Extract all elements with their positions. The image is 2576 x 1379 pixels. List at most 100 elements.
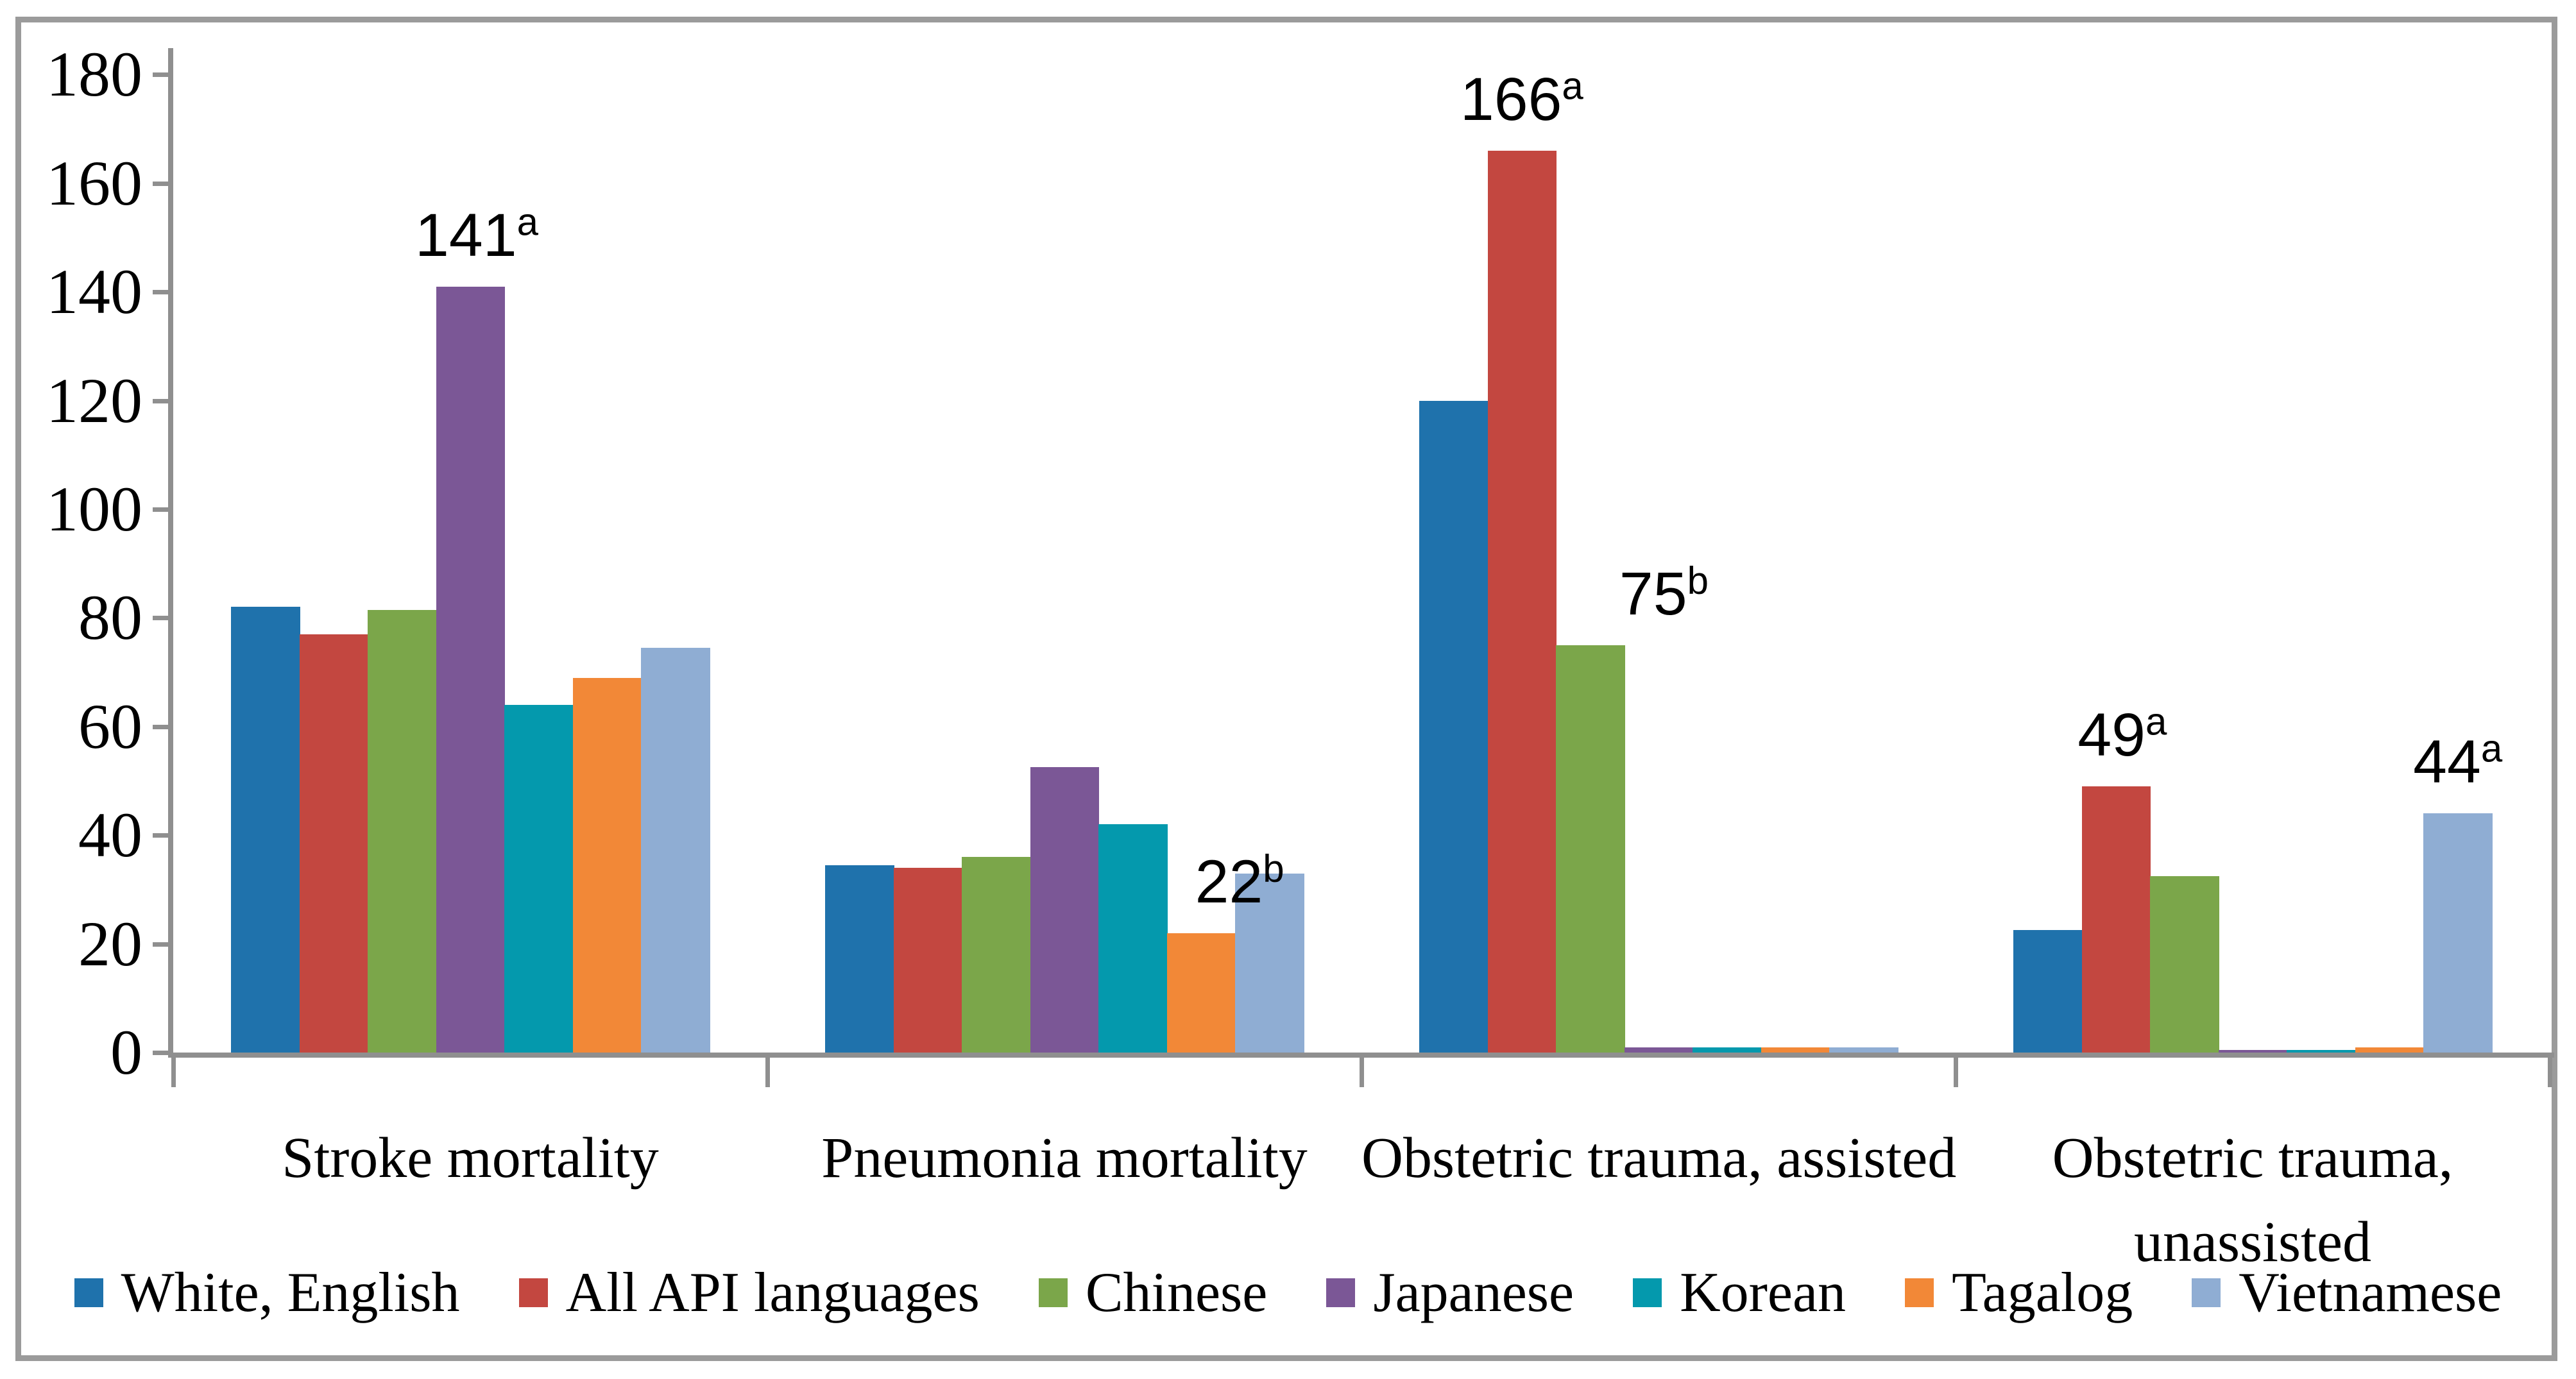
y-axis-tick-80 <box>153 616 173 621</box>
bar-chinese-obstetric-trauma-assisted <box>1556 645 1625 1053</box>
x-axis-boundary-tick-2 <box>1360 1055 1364 1087</box>
y-axis-tick-label-80: 80 <box>78 582 142 654</box>
data-label-superscript: b <box>1687 559 1709 602</box>
data-label-value: 141 <box>415 201 517 269</box>
legend-item-white-english: White, English <box>74 1260 460 1325</box>
y-axis-tick-180 <box>153 72 173 78</box>
legend-item-vietnamese: Vietnamese <box>2192 1260 2502 1325</box>
legend-label-vietnamese: Vietnamese <box>2239 1261 2502 1324</box>
data-label-superscript: a <box>2480 727 2503 770</box>
legend-item-tagalog: Tagalog <box>1905 1260 2133 1325</box>
category-label-line: Obstetric trauma, <box>2052 1126 2453 1190</box>
data-label-superscript: b <box>1263 847 1284 890</box>
x-axis-category-label-obstetric-trauma-assisted: Obstetric trauma, assisted <box>1361 1117 1956 1201</box>
category-label-line: Stroke mortality <box>282 1126 659 1190</box>
y-axis-tick-label-60: 60 <box>78 690 142 762</box>
y-axis-tick-label-120: 120 <box>46 364 142 436</box>
bar-all-api-languages-obstetric-trauma-assisted <box>1487 150 1557 1053</box>
y-axis-tick-60 <box>153 724 173 729</box>
y-axis-line <box>168 48 173 1058</box>
category-group-obstetric-trauma-unassisted: 49a 44a <box>1956 0 2550 1053</box>
bar-white-english-obstetric-trauma-assisted <box>1419 400 1488 1053</box>
bar-vietnamese-pneumonia-mortality <box>1235 873 1304 1053</box>
bar-korean-pneumonia-mortality <box>1098 824 1168 1053</box>
bar-white-english-obstetric-trauma-unassisted <box>2013 930 2083 1053</box>
y-axis-tick-label-180: 180 <box>46 38 142 110</box>
legend-item-all-api-languages: All API languages <box>518 1260 980 1325</box>
data-label-22b: 22b <box>1195 849 1284 913</box>
data-label-superscript: a <box>2145 700 2167 743</box>
bar-japanese-obstetric-trauma-unassisted <box>2218 1049 2288 1053</box>
bar-korean-stroke-mortality <box>504 704 574 1053</box>
x-axis-boundary-tick-3 <box>1954 1055 1958 1087</box>
x-axis-category-label-pneumonia-mortality: Pneumonia mortality <box>767 1117 1361 1201</box>
y-axis-tick-label-100: 100 <box>46 473 142 545</box>
x-axis-category-label-stroke-mortality: Stroke mortality <box>173 1117 767 1201</box>
data-label-value: 166 <box>1460 65 1562 133</box>
bar-all-api-languages-obstetric-trauma-unassisted <box>2081 786 2151 1053</box>
data-label-value: 22 <box>1195 847 1263 916</box>
bar-chinese-pneumonia-mortality <box>962 857 1031 1053</box>
y-axis-tick-160 <box>153 181 173 186</box>
bar-japanese-obstetric-trauma-assisted <box>1624 1047 1694 1053</box>
category-label-line: unassisted <box>2134 1210 2371 1274</box>
bar-vietnamese-stroke-mortality <box>641 648 710 1053</box>
y-axis-tick-label-140: 140 <box>46 256 142 328</box>
legend-label-japanese: Japanese <box>1373 1261 1574 1324</box>
bar-vietnamese-obstetric-trauma-unassisted <box>2423 813 2493 1053</box>
category-group-stroke-mortality: 141a <box>173 0 767 1053</box>
bar-chinese-obstetric-trauma-unassisted <box>2150 876 2219 1053</box>
legend-label-tagalog: Tagalog <box>1952 1261 2133 1324</box>
bar-japanese-pneumonia-mortality <box>1030 767 1100 1053</box>
data-label-141a: 141a <box>415 203 538 266</box>
y-axis-tick-0 <box>153 1051 173 1055</box>
data-label-value: 44 <box>2413 728 2481 797</box>
legend-swatch-korean <box>1633 1278 1662 1307</box>
legend-swatch-chinese <box>1038 1278 1068 1307</box>
y-axis-tick-100 <box>153 507 173 512</box>
category-label-line: Obstetric trauma, assisted <box>1361 1126 1957 1190</box>
legend-swatch-vietnamese <box>2192 1278 2221 1307</box>
category-label-line: Pneumonia mortality <box>821 1126 1308 1190</box>
bar-korean-obstetric-trauma-assisted <box>1693 1047 1762 1053</box>
category-group-pneumonia-mortality: 22b <box>767 0 1361 1053</box>
x-axis-boundary-tick-4 <box>2548 1055 2552 1087</box>
x-axis-boundary-tick-0 <box>171 1055 176 1087</box>
y-axis-tick-label-40: 40 <box>78 799 142 871</box>
bar-japanese-stroke-mortality <box>436 286 506 1053</box>
data-label-value: 49 <box>2077 700 2145 769</box>
y-axis-tick-label-20: 20 <box>78 908 142 979</box>
y-axis-tick-label-0: 0 <box>110 1017 142 1088</box>
x-axis-boundary-tick-1 <box>765 1055 770 1087</box>
legend-label-white-english: White, English <box>121 1261 460 1324</box>
bar-korean-obstetric-trauma-unassisted <box>2287 1049 2356 1053</box>
data-label-44a: 44a <box>2413 729 2502 793</box>
category-group-obstetric-trauma-assisted: 166a 75b <box>1361 0 1956 1053</box>
data-label-value: 75 <box>1619 559 1687 628</box>
y-axis-tick-40 <box>153 833 173 838</box>
y-axis-tick-120 <box>153 398 173 403</box>
data-label-75b: 75b <box>1619 561 1709 625</box>
legend-label-korean: Korean <box>1680 1261 1847 1324</box>
data-label-166a: 166a <box>1460 67 1583 130</box>
bar-all-api-languages-stroke-mortality <box>299 634 369 1053</box>
legend-item-chinese: Chinese <box>1038 1260 1268 1325</box>
bar-tagalog-obstetric-trauma-assisted <box>1761 1047 1830 1053</box>
data-label-superscript: a <box>516 200 538 244</box>
legend-swatch-white-english <box>74 1278 103 1307</box>
bar-all-api-languages-pneumonia-mortality <box>893 868 963 1053</box>
bar-vietnamese-obstetric-trauma-assisted <box>1829 1047 1898 1053</box>
legend-swatch-tagalog <box>1905 1278 1934 1307</box>
bar-white-english-pneumonia-mortality <box>825 865 894 1053</box>
bar-tagalog-obstetric-trauma-unassisted <box>2355 1047 2425 1053</box>
legend-swatch-all-api-languages <box>518 1278 548 1307</box>
data-label-49a: 49a <box>2077 702 2167 766</box>
legend-label-chinese: Chinese <box>1085 1261 1268 1324</box>
legend-item-japanese: Japanese <box>1326 1260 1574 1325</box>
chart-legend: White, English All API languages Chinese Ja… <box>0 1251 2576 1334</box>
y-axis-tick-140 <box>153 290 173 295</box>
data-label-superscript: a <box>1562 64 1583 108</box>
y-axis-tick-20 <box>153 942 173 947</box>
bar-tagalog-stroke-mortality <box>572 677 642 1053</box>
